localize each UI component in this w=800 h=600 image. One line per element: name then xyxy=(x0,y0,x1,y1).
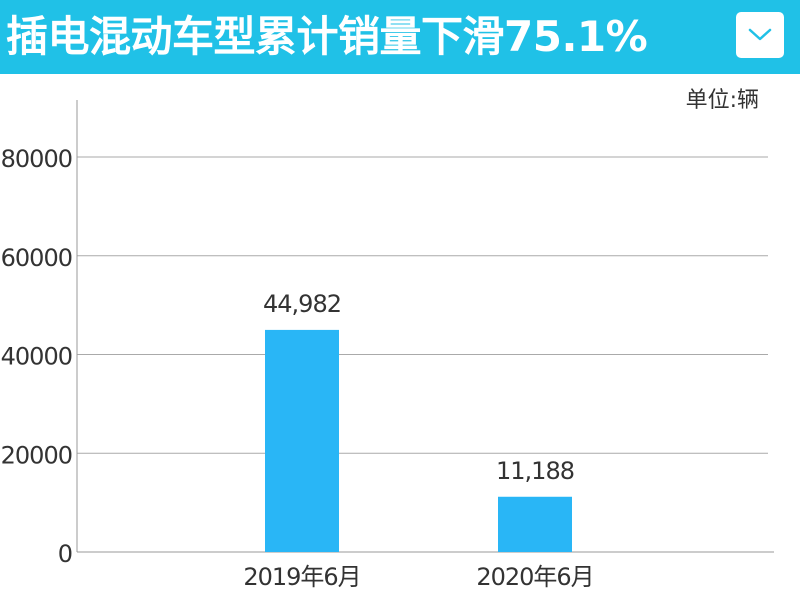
data-label: 44,982 xyxy=(263,290,341,318)
y-tick-label: 80000 xyxy=(1,145,72,173)
x-tick-label: 2020年6月 xyxy=(476,563,593,591)
page-title: 插电混动车型累计销量下滑75.1% xyxy=(6,12,648,61)
bars: 44,982 11,188 xyxy=(263,290,575,552)
bar xyxy=(498,496,572,552)
y-tick-label: 20000 xyxy=(1,441,72,469)
data-label: 11,188 xyxy=(496,457,574,485)
y-axis-ticks: 0 20000 40000 60000 80000 xyxy=(1,145,73,568)
x-tick-label: 2019年6月 xyxy=(243,563,360,591)
x-axis-ticks: 2019年6月 2020年6月 xyxy=(243,563,594,591)
y-tick-label: 60000 xyxy=(1,244,72,272)
dropdown-button[interactable] xyxy=(736,12,784,58)
bar xyxy=(265,329,339,552)
chevron-down-icon xyxy=(748,28,772,41)
grid-lines xyxy=(77,156,768,454)
title-bar: 插电混动车型累计销量下滑75.1% xyxy=(0,0,800,74)
unit-label: 单位:辆 xyxy=(685,88,759,113)
y-tick-label: 40000 xyxy=(1,343,72,371)
y-tick-label: 0 xyxy=(58,540,72,568)
